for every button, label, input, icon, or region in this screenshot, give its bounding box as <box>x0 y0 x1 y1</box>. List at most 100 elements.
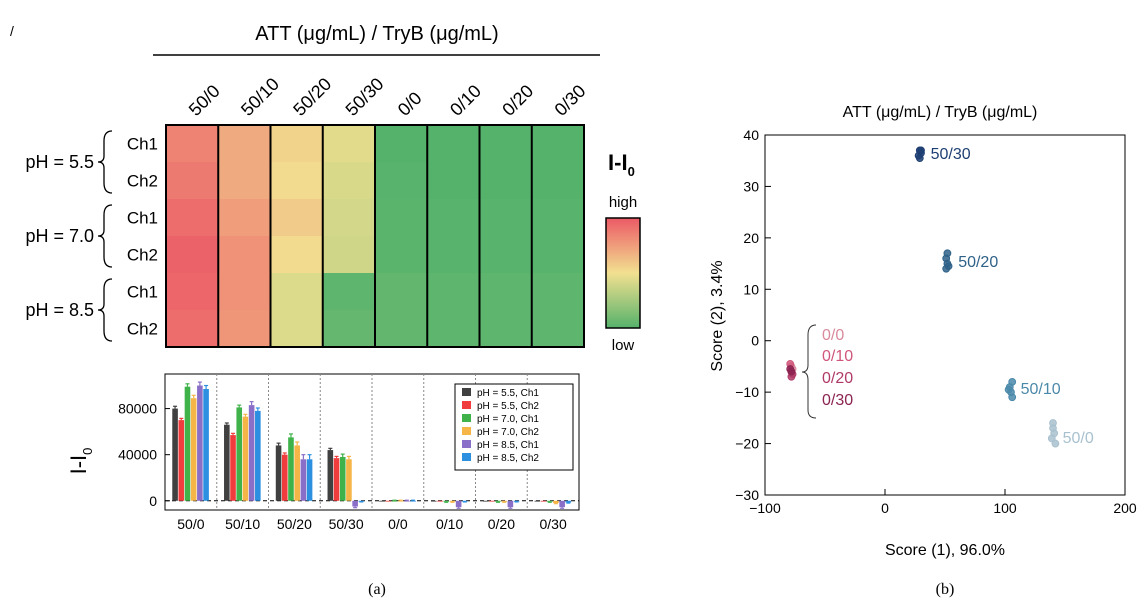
heatmap-row-labels: Ch1 Ch2 Ch1 Ch2 Ch1 Ch2 <box>127 135 158 339</box>
bar <box>339 456 346 501</box>
scatter-group-label: 0/10 <box>822 348 853 365</box>
bar <box>410 500 416 502</box>
bar <box>495 500 501 502</box>
heatmap-cell <box>531 310 585 348</box>
bar <box>184 386 191 501</box>
bar <box>327 450 334 501</box>
bar <box>482 500 489 502</box>
heatmap-column-label: 50/30 <box>342 74 388 120</box>
heatmap-cell <box>218 236 271 274</box>
heatmap-cell <box>375 125 428 163</box>
bar-x-tick-label: 50/30 <box>329 516 364 532</box>
bar-x-tick-label: 50/10 <box>225 516 260 532</box>
scatter-panel: ATT (μg/mL) / TryB (μg/mL) −100 0 100 200−3… <box>709 104 1137 559</box>
bar <box>230 435 236 501</box>
bar <box>404 500 410 502</box>
bar <box>236 407 243 501</box>
heatmap-cell <box>427 236 480 274</box>
colorbar-title: I-I0 <box>608 150 635 179</box>
bar-legend-swatch <box>462 401 471 409</box>
scatter-group-label: 50/10 <box>1021 381 1061 398</box>
scatter-group-label: 0/30 <box>822 392 853 409</box>
heatmap-row-groups: pH = 5.5 pH = 7.0 pH = 8.5 <box>25 130 113 342</box>
bar <box>397 500 404 502</box>
bar-chart-panel: 0 40000 80000 50/0 50/10 50/20 50/30 0/0 0/10 0/… <box>66 373 580 532</box>
bar <box>190 398 197 501</box>
heatmap-column-labels: 50/0 50/10 50/20 50/30 0/0 0/10 0/20 0/30 <box>185 74 590 120</box>
heatmap-cell <box>218 125 271 163</box>
heatmap-cell <box>322 199 376 237</box>
scatter-y-tick-label: 0 <box>751 333 759 349</box>
scatter-group-label: 50/30 <box>931 146 971 163</box>
bar <box>379 500 385 502</box>
heatmap-cell <box>375 199 428 237</box>
heatmap-group-brace <box>97 278 113 342</box>
heatmap-row-label: Ch1 <box>127 135 158 154</box>
bar <box>346 459 352 501</box>
bar-legend: pH = 5.5, Ch1 pH = 5.5, Ch2 pH = 7.0, Ch1 p… <box>454 383 574 471</box>
heatmap-cell <box>166 310 219 348</box>
bar <box>385 500 392 502</box>
bar <box>294 445 300 501</box>
heatmap-cell <box>322 236 376 274</box>
heatmap-cell <box>531 199 585 237</box>
scatter-group-label: 50/0 <box>1063 430 1094 447</box>
bar <box>275 445 282 501</box>
heatmap-cell <box>427 310 480 348</box>
heatmap-cell <box>218 162 271 200</box>
bar-x-tick-label: 50/0 <box>177 516 204 532</box>
heatmap-cell <box>166 273 219 311</box>
bar <box>352 500 358 507</box>
heatmap-column-label: 50/0 <box>185 81 224 120</box>
bar <box>281 454 288 501</box>
scatter-y-tick-label: 40 <box>743 127 759 143</box>
bar-legend-label: pH = 8.5, Ch1 <box>477 440 539 451</box>
bar-legend-label: pH = 5.5, Ch1 <box>477 388 539 399</box>
heatmap-group-label: pH = 7.0 <box>25 226 94 246</box>
bar <box>437 500 443 502</box>
scatter-y-tick-label: −30 <box>735 487 759 503</box>
heatmap-cell <box>479 273 533 311</box>
heatmap-cells <box>165 124 585 348</box>
bar <box>431 500 437 502</box>
colorbar-title-sub: 0 <box>628 164 635 179</box>
scatter-group-labels: 50/30 50/20 50/10 50/0 0/0 0/10 0/20 0/30 <box>822 146 1094 447</box>
bar <box>462 500 468 502</box>
bar <box>391 500 398 502</box>
scatter-point <box>1004 385 1013 394</box>
heatmap-cell <box>375 236 428 274</box>
scatter-x-axis-label: Score (1), 96.0% <box>885 542 1005 559</box>
bar-legend-swatch <box>462 440 471 448</box>
bar-x-tick-label: 0/30 <box>540 516 567 532</box>
bar-legend-label: pH = 7.0, Ch1 <box>477 414 539 425</box>
bar-legend-swatch <box>462 388 471 396</box>
scatter-point <box>942 264 951 273</box>
bar-y-axis-label: I-I0 <box>66 448 95 475</box>
heatmap-cell <box>166 125 219 163</box>
heatmap-group-brace <box>97 130 113 194</box>
caption-b: (b) <box>936 581 955 598</box>
heatmap-cell <box>479 310 533 348</box>
heatmap-cell <box>166 236 219 274</box>
heatmap-frame <box>165 124 585 348</box>
scatter-point <box>1051 439 1060 448</box>
colorbar-title-main: I-I <box>608 150 628 175</box>
bar <box>197 385 203 501</box>
bar <box>224 424 230 501</box>
bar <box>553 500 559 504</box>
heatmap-cell <box>218 273 271 311</box>
heatmap-cell <box>270 310 324 348</box>
scatter-x-tick-label: 0 <box>881 500 889 516</box>
heatmap-cell <box>531 236 585 274</box>
heatmap-panel: ATT (μg/mL) / TryB (μg/mL) 50/0 50/10 50/2… <box>25 23 600 348</box>
heatmap-group-label: pH = 8.5 <box>25 300 94 320</box>
scatter-title: ATT (μg/mL) / TryB (μg/mL) <box>843 104 1038 121</box>
bar <box>565 500 572 503</box>
cluster-brace <box>801 324 817 419</box>
bar-legend-box <box>454 383 574 471</box>
colorbar-gradient <box>605 217 641 329</box>
heatmap-cell <box>218 199 271 237</box>
bar-x-tick-label: 0/10 <box>436 516 463 532</box>
heatmap-column-label: 0/10 <box>446 81 485 120</box>
